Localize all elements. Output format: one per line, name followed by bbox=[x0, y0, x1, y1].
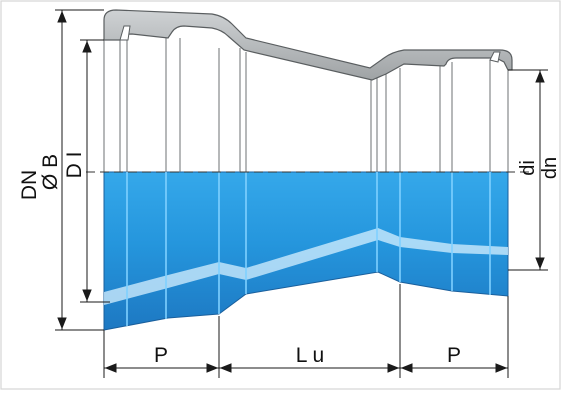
label-ob: Ø B bbox=[39, 154, 62, 190]
section-wall bbox=[103, 9, 513, 81]
section-inner-lines bbox=[103, 35, 509, 172]
label-lu: L u bbox=[296, 344, 324, 367]
label-di-right: di bbox=[517, 160, 539, 176]
label-dn-right: dn bbox=[539, 157, 561, 179]
label-p-left: P bbox=[154, 344, 168, 367]
label-p-right: P bbox=[447, 344, 461, 367]
pipe-seams bbox=[126, 172, 491, 326]
label-dn-left: DN bbox=[18, 170, 41, 200]
socket-grooves bbox=[119, 25, 501, 63]
pipe-highlight bbox=[104, 228, 508, 305]
dimension-lines bbox=[55, 9, 548, 378]
label-di-upper: D I bbox=[63, 152, 86, 179]
